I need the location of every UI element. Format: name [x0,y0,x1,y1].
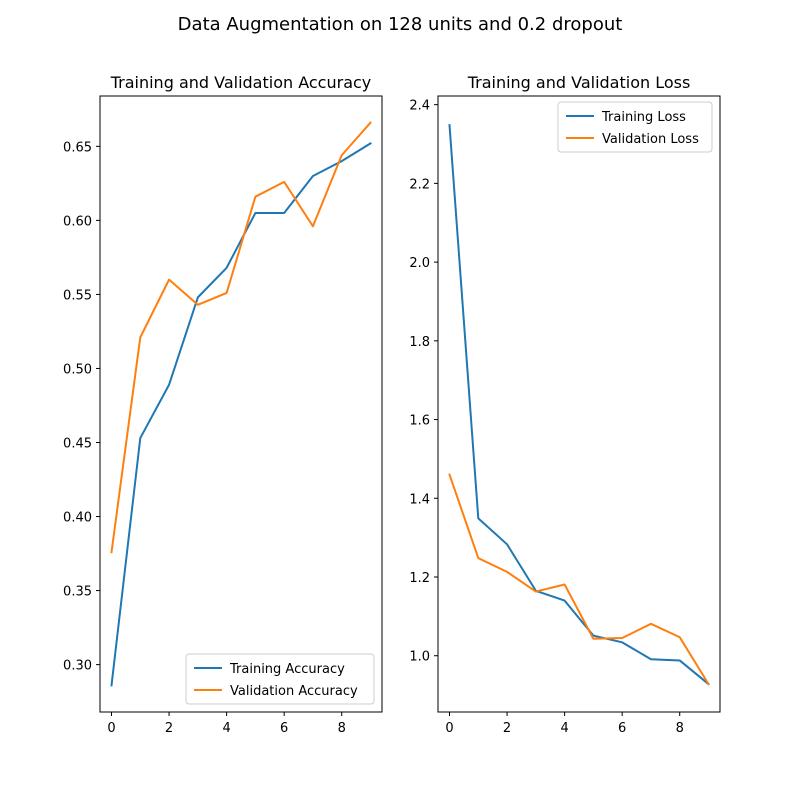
y-tick-label: 0.55 [63,288,92,303]
legend-box [185,653,375,705]
axes-frame [437,95,721,713]
y-tick-label: 0.50 [63,362,92,377]
x-tick-label: 2 [503,721,511,736]
legend-label-0: Training Accuracy [229,662,345,677]
y-tick-label: 1.0 [409,650,430,665]
x-tick-label: 0 [107,721,115,736]
subplots: Training and Validation Accuracy 0 2 4 6 8 0.3… [63,73,721,736]
y-tick-label: 1.4 [409,492,430,507]
y-tick-label: 2.4 [409,99,430,114]
y-tick-label: 0.65 [63,140,92,155]
x-tick-label: 8 [338,721,346,736]
x-tick-label: 8 [676,721,684,736]
series-line-1 [448,473,710,686]
y-tick-label: 1.2 [409,571,430,586]
subplot-title: Training and Validation Loss [467,73,691,92]
legend: Training Accuracy Validation Accuracy [185,653,375,705]
legend: Training Loss Validation Loss [557,101,713,153]
series-line-1 [110,121,372,554]
y-tick-label: 0.45 [63,437,92,452]
x-tick-label: 6 [280,721,288,736]
x-tick-label: 6 [618,721,626,736]
legend-label-1: Validation Loss [602,132,699,147]
figure-suptitle: Data Augmentation on 128 units and 0.2 d… [178,14,623,35]
legend-label-1: Validation Accuracy [230,684,358,699]
y-tick-label: 2.2 [409,177,430,192]
x-tick-label: 0 [445,721,453,736]
y-tick-label: 0.40 [63,511,92,526]
y-tick-label: 0.30 [63,659,92,674]
x-tick-label: 4 [560,721,568,736]
y-tick-label: 1.6 [409,414,430,429]
legend-box [557,101,713,153]
subplot-1: Training and Validation Loss 0 2 4 6 8 1.0 1.2 1… [409,73,721,736]
series-line-0 [110,142,372,687]
y-tick-label: 0.35 [63,585,92,600]
x-tick-label: 2 [165,721,173,736]
series-line-0 [448,124,710,686]
subplot-0: Training and Validation Accuracy 0 2 4 6 8 0.3… [63,73,383,736]
axes-frame [99,95,383,713]
y-tick-label: 1.8 [409,335,430,350]
x-tick-label: 4 [222,721,230,736]
legend-label-0: Training Loss [601,110,686,125]
y-tick-label: 0.60 [63,214,92,229]
subplot-title: Training and Validation Accuracy [110,73,372,92]
y-tick-label: 2.0 [409,256,430,271]
